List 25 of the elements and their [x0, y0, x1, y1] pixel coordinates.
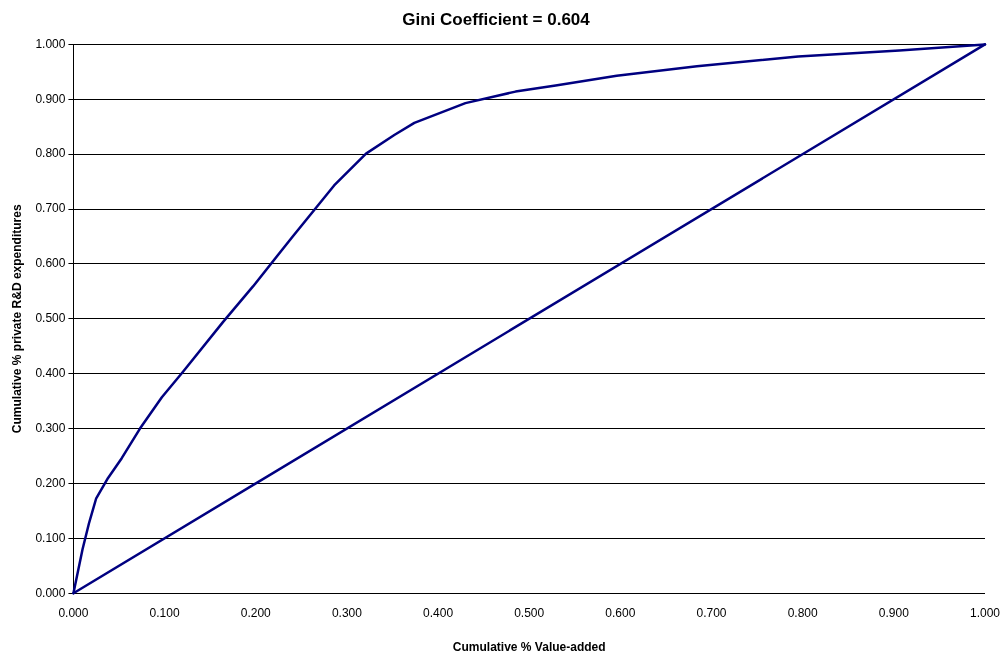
y-tick-label: 0.900 [35, 91, 66, 106]
y-tick-label: 0.700 [35, 201, 66, 216]
x-tick-label: 0.700 [696, 605, 727, 620]
y-tick-label: 0.600 [35, 256, 66, 271]
x-axis-title: Cumulative % Value-added [452, 640, 606, 655]
x-tick-label: 0.200 [240, 605, 272, 620]
x-tick-label: 0.300 [331, 605, 363, 620]
x-tick-label: 0.800 [787, 605, 819, 620]
y-tick-label: 0.400 [35, 365, 66, 380]
x-tick-label: 0.600 [605, 605, 636, 620]
y-tick-label: 1.000 [35, 36, 66, 51]
x-tick-label: 1.000 [969, 605, 1001, 620]
y-tick-label: 0.200 [35, 475, 66, 490]
y-tick-label: 0.000 [35, 585, 66, 600]
x-tick-label: 0.500 [514, 605, 545, 620]
chart-title: Gini Coefficient = 0.604 [402, 9, 591, 29]
y-axis-title: Cumulative % private R&D expenditures [9, 204, 24, 434]
y-tick-label: 0.100 [35, 530, 66, 545]
x-tick-label: 0.000 [58, 605, 89, 620]
x-tick-label: 0.400 [423, 605, 454, 620]
y-tick-label: 0.300 [35, 420, 66, 435]
y-tick-label: 0.800 [35, 146, 66, 161]
x-tick-label: 0.900 [878, 605, 910, 620]
y-tick-label: 0.500 [35, 311, 66, 326]
x-tick-label: 0.100 [149, 605, 180, 620]
